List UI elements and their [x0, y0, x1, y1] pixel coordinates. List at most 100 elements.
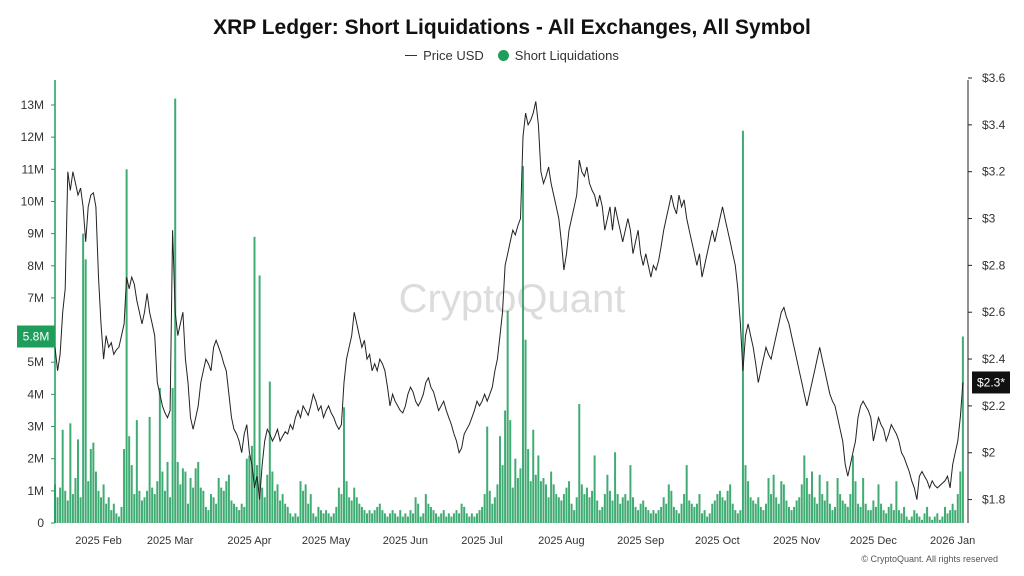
- liquidation-bar: [419, 516, 422, 523]
- liquidation-bar: [680, 503, 683, 523]
- liquidation-bar: [435, 513, 438, 523]
- liquidation-bar: [424, 494, 427, 523]
- liquidation-bar: [532, 429, 535, 523]
- liquidation-bar: [716, 494, 719, 523]
- liquidation-bar: [511, 487, 514, 523]
- liquidation-bar: [596, 500, 599, 523]
- liquidation-bar: [309, 494, 312, 523]
- liquidation-bar: [304, 484, 307, 523]
- liquidation-bar: [946, 513, 949, 523]
- liquidation-bar: [94, 471, 97, 523]
- liquidation-bar: [823, 500, 826, 523]
- liquidation-bar: [545, 484, 548, 523]
- liquidation-bar: [933, 516, 936, 523]
- legend-item-price[interactable]: Price USD: [405, 48, 484, 63]
- liquidation-bar: [588, 497, 591, 523]
- liquidation-bar: [207, 510, 210, 523]
- x-tick-label: 2025 Mar: [147, 535, 194, 547]
- x-tick-label: 2025 May: [302, 535, 351, 547]
- liquidation-bar: [501, 465, 504, 523]
- y-right-tick-label: $2.2: [982, 399, 1006, 413]
- liquidation-bar: [84, 259, 87, 523]
- liquidation-bar: [230, 500, 233, 523]
- liquidation-bar: [279, 500, 282, 523]
- legend-item-short-liquidations[interactable]: Short Liquidations: [497, 48, 619, 63]
- x-tick-label: 2025 Nov: [773, 535, 821, 547]
- liquidation-bar: [652, 510, 655, 523]
- liquidation-bar: [504, 410, 507, 523]
- liquidation-bar: [897, 510, 900, 523]
- liquidation-bar: [148, 416, 151, 523]
- liquidation-bar: [225, 481, 228, 523]
- liquidation-bar: [440, 513, 443, 523]
- liquidation-bar: [857, 503, 860, 523]
- liquidation-bar: [74, 477, 77, 523]
- liquidation-bar: [77, 439, 80, 523]
- liquidation-bar: [516, 477, 519, 523]
- liquidation-bar: [82, 233, 85, 523]
- liquidation-bar: [266, 474, 269, 523]
- liquidation-bar: [181, 468, 184, 523]
- liquidation-bar: [478, 510, 481, 523]
- liquidation-bar: [892, 510, 895, 523]
- liquidation-bar: [299, 481, 302, 523]
- liquidation-bar: [821, 494, 824, 523]
- y-right-tick-label: $3.2: [982, 165, 1006, 179]
- liquidation-bar: [672, 506, 675, 523]
- liquidation-bar: [197, 461, 200, 523]
- liquidation-bar: [874, 506, 877, 523]
- liquidation-bar: [798, 497, 801, 523]
- liquidation-bar: [959, 471, 962, 523]
- liquidation-bar: [908, 519, 911, 523]
- legend-dot-marker: [497, 50, 509, 61]
- current-price-badge: [972, 371, 1010, 394]
- liquidation-bar: [795, 500, 798, 523]
- liquidation-bar: [547, 497, 550, 523]
- liquidation-bar: [192, 487, 195, 523]
- liquidation-bar: [826, 481, 829, 523]
- liquidation-bar: [179, 484, 182, 523]
- liquidation-bar: [470, 513, 473, 523]
- liquidation-bar: [675, 510, 678, 523]
- x-tick-label: 2025 Oct: [695, 535, 740, 547]
- liquidation-bar: [578, 404, 581, 523]
- liquidation-bar: [905, 516, 908, 523]
- liquidation-bar: [325, 510, 328, 523]
- liquidation-bar: [445, 516, 448, 523]
- liquidation-bar: [754, 503, 757, 523]
- x-tick-label: 2026 Jan: [930, 535, 975, 547]
- liquidation-bar: [496, 484, 499, 523]
- liquidation-bar: [603, 494, 606, 523]
- liquidation-bar: [378, 503, 381, 523]
- liquidation-bar: [460, 503, 463, 523]
- liquidation-bar: [210, 494, 213, 523]
- liquidation-bar: [69, 423, 72, 523]
- liquidation-bar: [767, 477, 770, 523]
- liquidation-bar: [363, 510, 366, 523]
- liquidation-bar: [887, 506, 890, 523]
- liquidation-bar: [831, 510, 834, 523]
- liquidation-bar: [910, 516, 913, 523]
- liquidation-bar: [452, 513, 455, 523]
- liquidation-bar: [340, 494, 343, 523]
- y-left-tick-label: 3M: [27, 420, 44, 434]
- liquidation-bar: [163, 490, 166, 523]
- liquidation-bar: [227, 474, 230, 523]
- liquidation-bar: [785, 500, 788, 523]
- liquidation-bar: [739, 510, 742, 523]
- liquidation-bar: [353, 487, 356, 523]
- liquidation-bar: [442, 510, 445, 523]
- liquidation-bar: [844, 503, 847, 523]
- liquidation-bar: [665, 503, 668, 523]
- liquidation-bar: [455, 510, 458, 523]
- liquidation-bar: [386, 516, 389, 523]
- liquidation-bar: [713, 500, 716, 523]
- liquidation-bar: [522, 166, 525, 524]
- liquidation-bar: [573, 510, 576, 523]
- liquidation-bar: [473, 516, 476, 523]
- liquidation-bar: [693, 506, 696, 523]
- liquidation-bar: [872, 500, 875, 523]
- liquidation-bar: [465, 513, 468, 523]
- liquidation-bar: [358, 503, 361, 523]
- liquidation-bar: [92, 442, 95, 523]
